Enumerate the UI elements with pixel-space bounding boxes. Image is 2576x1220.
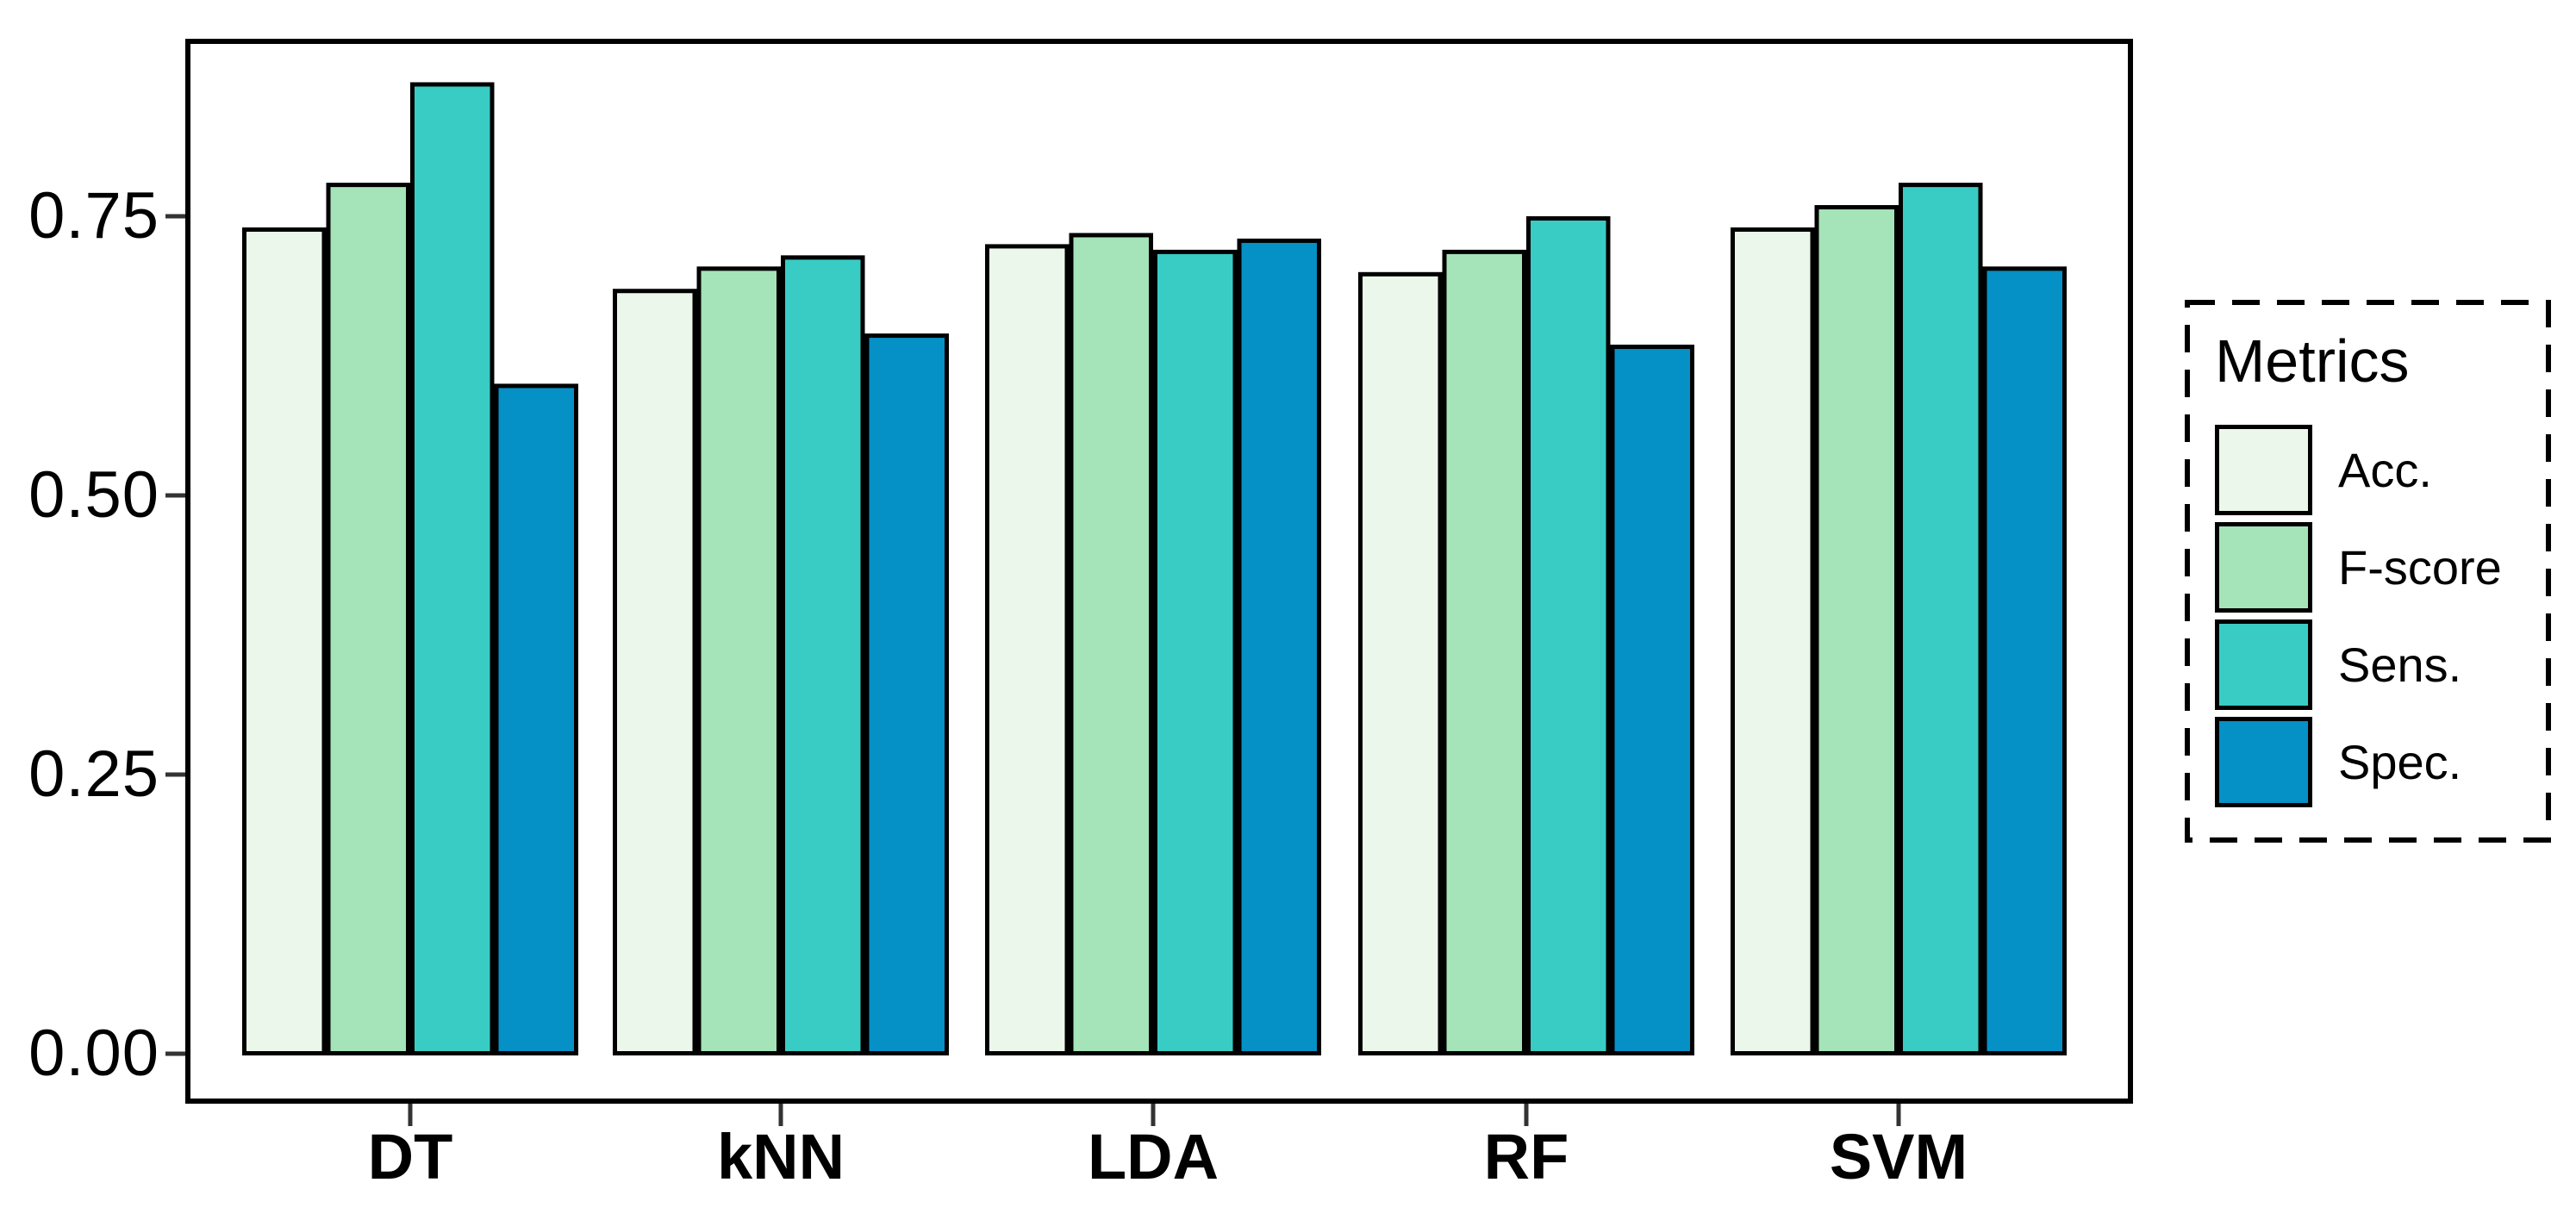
bar-rf-acc bbox=[1358, 271, 1443, 1055]
legend-swatch-f-score bbox=[2215, 522, 2312, 613]
y-axis-label-0.50: 0.50 bbox=[28, 458, 159, 532]
bar-dt-spec bbox=[494, 383, 578, 1055]
x-axis-label-svm: SVM bbox=[1829, 1121, 1968, 1192]
bar-knn-spec bbox=[864, 333, 949, 1055]
legend-frame bbox=[2185, 300, 2551, 843]
y-axis-label-0.00: 0.00 bbox=[28, 1017, 159, 1090]
bar-svm-sens bbox=[1899, 183, 1983, 1055]
plot-panel-border bbox=[185, 39, 2133, 1104]
legend-swatch-sens bbox=[2215, 619, 2312, 710]
bar-lda-sens bbox=[1153, 249, 1238, 1055]
legend-label-sens: Sens. bbox=[2338, 637, 2462, 692]
bar-knn-sens bbox=[781, 255, 865, 1055]
legend-title: Metrics bbox=[2215, 327, 2410, 395]
x-axis-label-lda: LDA bbox=[1087, 1121, 1219, 1192]
bar-rf-sens bbox=[1526, 216, 1611, 1055]
bar-lda-acc bbox=[985, 244, 1070, 1055]
legend-label-f-score: F-score bbox=[2338, 539, 2502, 594]
bar-svm-acc bbox=[1731, 227, 1815, 1055]
x-axis-label-knn: kNN bbox=[716, 1121, 845, 1192]
bar-dt-f-score bbox=[326, 183, 410, 1055]
bar-svm-spec bbox=[1982, 266, 2067, 1055]
x-axis-label-dt: DT bbox=[367, 1121, 453, 1192]
legend-swatch-spec bbox=[2215, 717, 2312, 807]
bar-knn-acc bbox=[613, 289, 697, 1055]
bar-dt-sens bbox=[410, 82, 495, 1056]
y-axis-label-0.25: 0.25 bbox=[28, 738, 159, 811]
legend-label-acc: Acc. bbox=[2338, 442, 2432, 497]
legend-label-spec: Spec. bbox=[2338, 734, 2462, 789]
x-axis-label-rf: RF bbox=[1483, 1121, 1569, 1192]
bar-knn-f-score bbox=[696, 266, 781, 1055]
bar-dt-acc bbox=[242, 227, 327, 1055]
bar-rf-f-score bbox=[1442, 249, 1526, 1055]
bar-lda-f-score bbox=[1069, 233, 1153, 1055]
bar-rf-spec bbox=[1610, 345, 1694, 1056]
y-axis-label-0.75: 0.75 bbox=[28, 179, 159, 252]
bar-svm-f-score bbox=[1814, 205, 1899, 1056]
legend-swatch-acc bbox=[2215, 425, 2312, 515]
bar-lda-spec bbox=[1237, 238, 1321, 1056]
